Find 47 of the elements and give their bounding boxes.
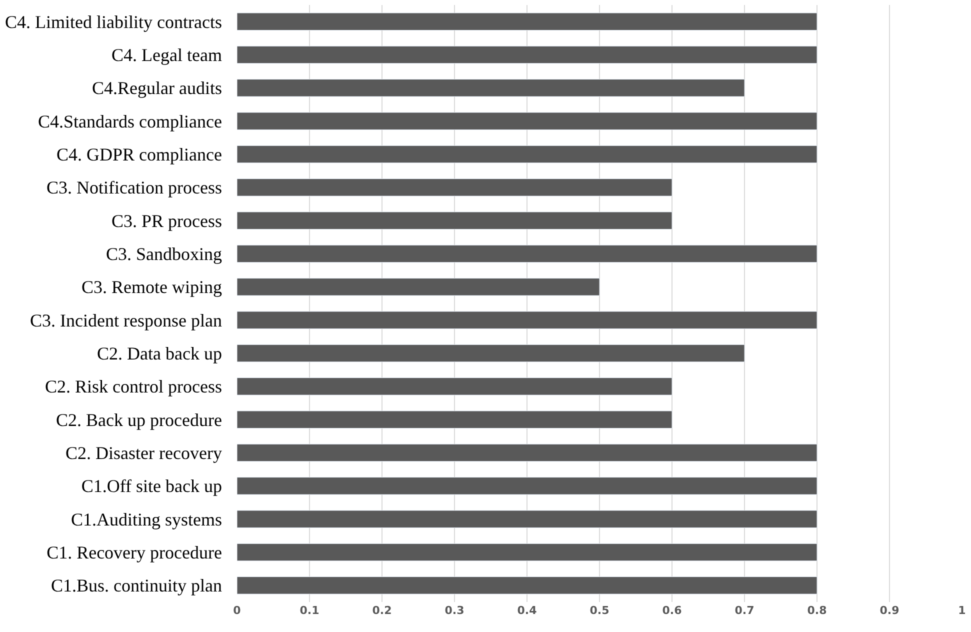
x-tick-label: 0	[233, 604, 242, 617]
y-tick-label: C4.Regular audits	[92, 78, 222, 98]
bar	[237, 112, 818, 130]
bar	[237, 444, 818, 462]
y-tick-label: C3. PR process	[111, 210, 222, 231]
bar	[237, 278, 600, 296]
y-tick-label: C2. Data back up	[97, 344, 222, 364]
x-tick-label: 0.4	[517, 604, 538, 617]
bar	[237, 178, 672, 196]
y-tick-label: C1.Off site back up	[81, 476, 222, 496]
bar	[237, 543, 818, 562]
x-tick-label: 1	[958, 604, 966, 617]
y-tick-label: C4. GDPR compliance	[56, 144, 222, 165]
bar	[237, 344, 745, 362]
bar	[237, 510, 818, 528]
x-tick-label: 0.8	[807, 604, 827, 617]
bar	[237, 378, 672, 396]
y-tick-label: C3. Notification process	[46, 178, 222, 198]
bar	[237, 46, 818, 64]
bar	[237, 244, 818, 263]
bar	[237, 12, 818, 30]
y-tick-label: C4. Limited liability contracts	[5, 12, 222, 32]
bar	[237, 79, 745, 97]
y-tick-label: C2. Back up procedure	[56, 410, 222, 430]
x-tick-label: 0.2	[372, 604, 392, 617]
x-tick-label: 0.1	[300, 604, 320, 617]
y-tick-label: C3. Sandboxing	[106, 244, 222, 264]
y-tick-label: C4. Legal team	[112, 45, 222, 66]
y-tick-label: C3. Remote wiping	[82, 277, 222, 298]
bar	[237, 311, 818, 329]
bar	[237, 410, 672, 428]
x-tick-label: 0.7	[734, 604, 754, 617]
y-tick-label: C3. Incident response plan	[30, 310, 222, 330]
x-tick-label: 0.9	[880, 604, 900, 617]
bar	[237, 477, 818, 495]
y-tick-label: C1.Bus. continuity plan	[51, 576, 222, 596]
bar	[237, 145, 818, 164]
x-tick-label: 0.5	[590, 604, 610, 617]
bar	[237, 576, 818, 594]
y-tick-label: C4.Standards compliance	[38, 111, 222, 132]
y-tick-label: C2. Disaster recovery	[66, 443, 222, 464]
y-tick-label: C1.Auditing systems	[70, 509, 222, 530]
y-tick-label: C1. Recovery procedure	[46, 542, 222, 563]
y-tick-label: C2. Risk control process	[45, 376, 222, 397]
x-tick-label: 0.6	[662, 604, 682, 617]
x-tick-label: 0.3	[444, 604, 464, 617]
bar	[237, 212, 672, 230]
